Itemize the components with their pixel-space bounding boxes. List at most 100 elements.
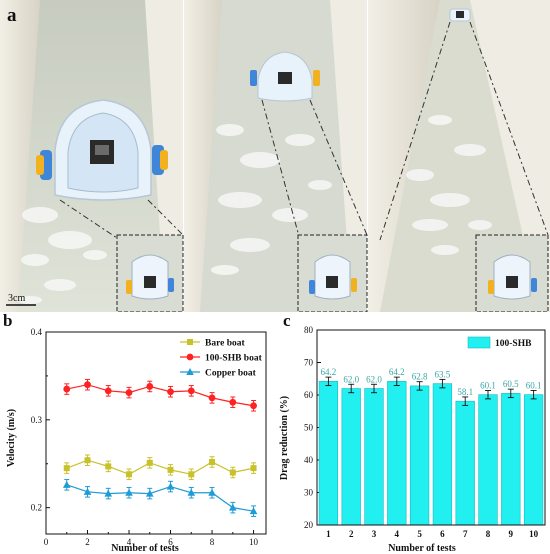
velocity-plot-frame [45,331,267,535]
data-label: 62.8 [412,372,428,382]
y-tick-label: 60 [304,390,314,400]
photo-1: a 3cm [0,0,184,312]
y-tick-label: 30 [304,488,314,498]
data-point [228,503,237,511]
bar [387,381,407,526]
data-point [84,381,91,389]
data-point [126,471,133,478]
bar [409,385,430,526]
x-tick-label: 6 [168,537,173,547]
data-label: 60.5 [503,379,519,389]
data-point [63,465,70,472]
y-tick-label: 70 [304,358,314,368]
data-point [208,488,216,496]
boat-small [449,8,471,22]
panel-a-label: a [7,5,17,26]
data-label: 63.5 [435,369,451,379]
velocity-chart: b 0 2 4 6 8 10 0.2 0.3 0.4 Bare boat 100-SHB boat C… [3,312,267,554]
data-point [83,487,92,495]
x-tick-label: 7 [463,529,468,539]
x-tick-label: 10 [529,529,539,539]
data-point [145,489,154,497]
drag-plot-frame [316,329,546,526]
boat-large [36,99,168,201]
x-tick-label: 4 [127,537,132,547]
legend-label: 100-SHB [495,339,532,349]
series-line-0 [66,459,254,475]
data-label: 64.2 [321,367,337,377]
data-point [229,398,237,406]
y-tick-label: 0.4 [31,327,43,337]
x-tick-label: 1 [326,529,331,539]
data-point [187,488,196,496]
bar [432,383,453,526]
data-point [125,488,133,496]
data-label: 60.1 [526,380,542,390]
series-line-1 [66,384,254,407]
data-point [188,471,195,478]
legend-label: Copper boat [205,369,257,379]
data-point [104,387,112,395]
panel-b-label: b [3,312,12,330]
data-point [105,463,112,470]
y-tick-label: 0.3 [31,415,43,425]
data-point [104,489,113,497]
drag-y-axis-title: Drag reduction (%) [279,396,290,480]
data-point [146,459,153,466]
bar [341,388,361,526]
data-label: 60.1 [480,380,496,390]
bar [364,388,384,526]
x-tick-label: 2 [349,529,354,539]
data-label: 58.1 [457,387,473,397]
bar [455,400,475,526]
data-point [250,402,257,410]
data-point [187,387,195,395]
photo-panel: a 3cm [0,0,550,312]
data-label: 62.0 [366,374,382,384]
velocity-y-axis-title: Velocity (m/s) [6,409,17,467]
velocity-x-axis-title: Number of tests [111,543,179,554]
data-point [125,389,133,396]
panel-c-label: c [283,312,291,330]
y-tick-label: 80 [304,325,314,335]
series-line-2 [66,484,254,512]
x-tick-label: 8 [210,537,215,547]
data-point [166,482,175,490]
drag-reduction-chart: c 20 30 40 50 60 70 80 64.2 1 62.0 2 62.0 3 64.2 4 62.8… [279,312,546,554]
x-tick-label: 9 [509,529,514,539]
photo-2 [184,0,368,312]
data-label: 62.0 [343,374,359,384]
x-tick-label: 8 [486,529,491,539]
data-point [167,466,174,473]
drag-plot-area: 20 30 40 50 60 70 80 64.2 1 62.0 2 62.0 3 64.2 4 62.8 5 6… [304,325,546,539]
legend-marker [186,353,194,361]
photo-3 [368,0,550,312]
legend-marker [186,368,194,375]
data-point [209,458,216,465]
y-tick-label: 40 [304,455,314,465]
inset-1 [116,234,184,312]
drag-x-axis-title: Number of tests [388,543,456,554]
y-tick-label: 20 [304,520,314,530]
x-tick-label: 6 [440,529,445,539]
boat-medium [250,51,320,102]
x-tick-label: 5 [417,529,422,539]
y-tick-label: 50 [304,423,314,433]
bar [478,394,498,526]
data-label: 64.2 [389,367,405,377]
legend-label: 100-SHB boat [205,354,263,364]
data-point [62,480,71,488]
data-point [146,383,154,390]
data-point [84,457,91,464]
data-point [250,465,257,472]
scale-bar-label: 3cm [8,293,25,304]
y-tick-label: 0.2 [31,503,42,513]
legend-swatch [467,336,491,349]
x-tick-label: 3 [372,529,377,539]
data-point [229,469,236,476]
legend-label: Bare boat [205,339,246,349]
velocity-plot-area: 0 2 4 6 8 10 0.2 0.3 0.4 Bare boat 100-SHB boat Cop… [31,327,267,547]
data-point [249,507,258,515]
x-tick-label: 10 [249,537,259,547]
data-point [63,385,71,393]
